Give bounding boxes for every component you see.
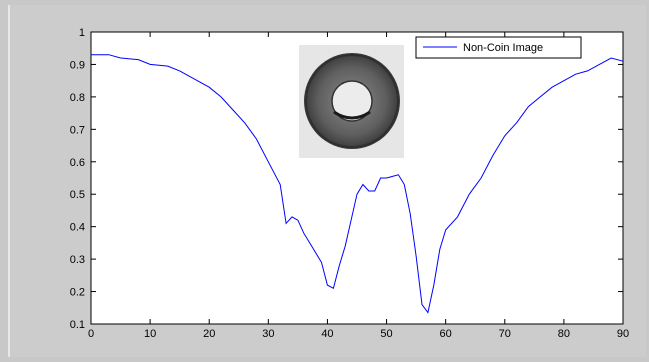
y-tick-label: 0.9 bbox=[70, 59, 85, 71]
y-tick-label: 0.3 bbox=[70, 254, 85, 266]
axis-ticks: 0 10 20 30 40 50 60 70 80 90 0.1 0.2 0.3 0.4 0.5 0.6 0.7… bbox=[70, 27, 629, 340]
x-tick-label: 20 bbox=[203, 328, 215, 340]
legend-label: Non-Coin Image bbox=[463, 42, 543, 54]
x-tick-label: 80 bbox=[558, 328, 570, 340]
x-tick-label: 10 bbox=[144, 328, 156, 340]
series-layer bbox=[91, 54, 624, 314]
coin-image bbox=[299, 45, 404, 158]
x-tick-label: 50 bbox=[380, 328, 392, 340]
series-line-non-coin-image bbox=[91, 54, 624, 314]
x-tick-label: 90 bbox=[617, 328, 629, 340]
y-tick-label: 1 bbox=[79, 27, 85, 39]
x-tick-label: 0 bbox=[88, 328, 94, 340]
y-tick-label: 0.8 bbox=[70, 92, 85, 104]
x-tick-label: 30 bbox=[262, 328, 274, 340]
x-tick-label: 40 bbox=[321, 328, 333, 340]
y-tick-label: 0.5 bbox=[70, 189, 85, 201]
x-tick-label: 60 bbox=[440, 328, 452, 340]
y-tick-label: 0.2 bbox=[70, 287, 85, 299]
legend: Non-Coin Image bbox=[415, 36, 582, 59]
x-tick-label: 70 bbox=[499, 328, 511, 340]
y-tick-label: 0.1 bbox=[70, 319, 85, 331]
y-tick-label: 0.6 bbox=[70, 157, 85, 169]
y-tick-label: 0.4 bbox=[70, 222, 85, 234]
y-tick-label: 0.7 bbox=[70, 124, 85, 136]
